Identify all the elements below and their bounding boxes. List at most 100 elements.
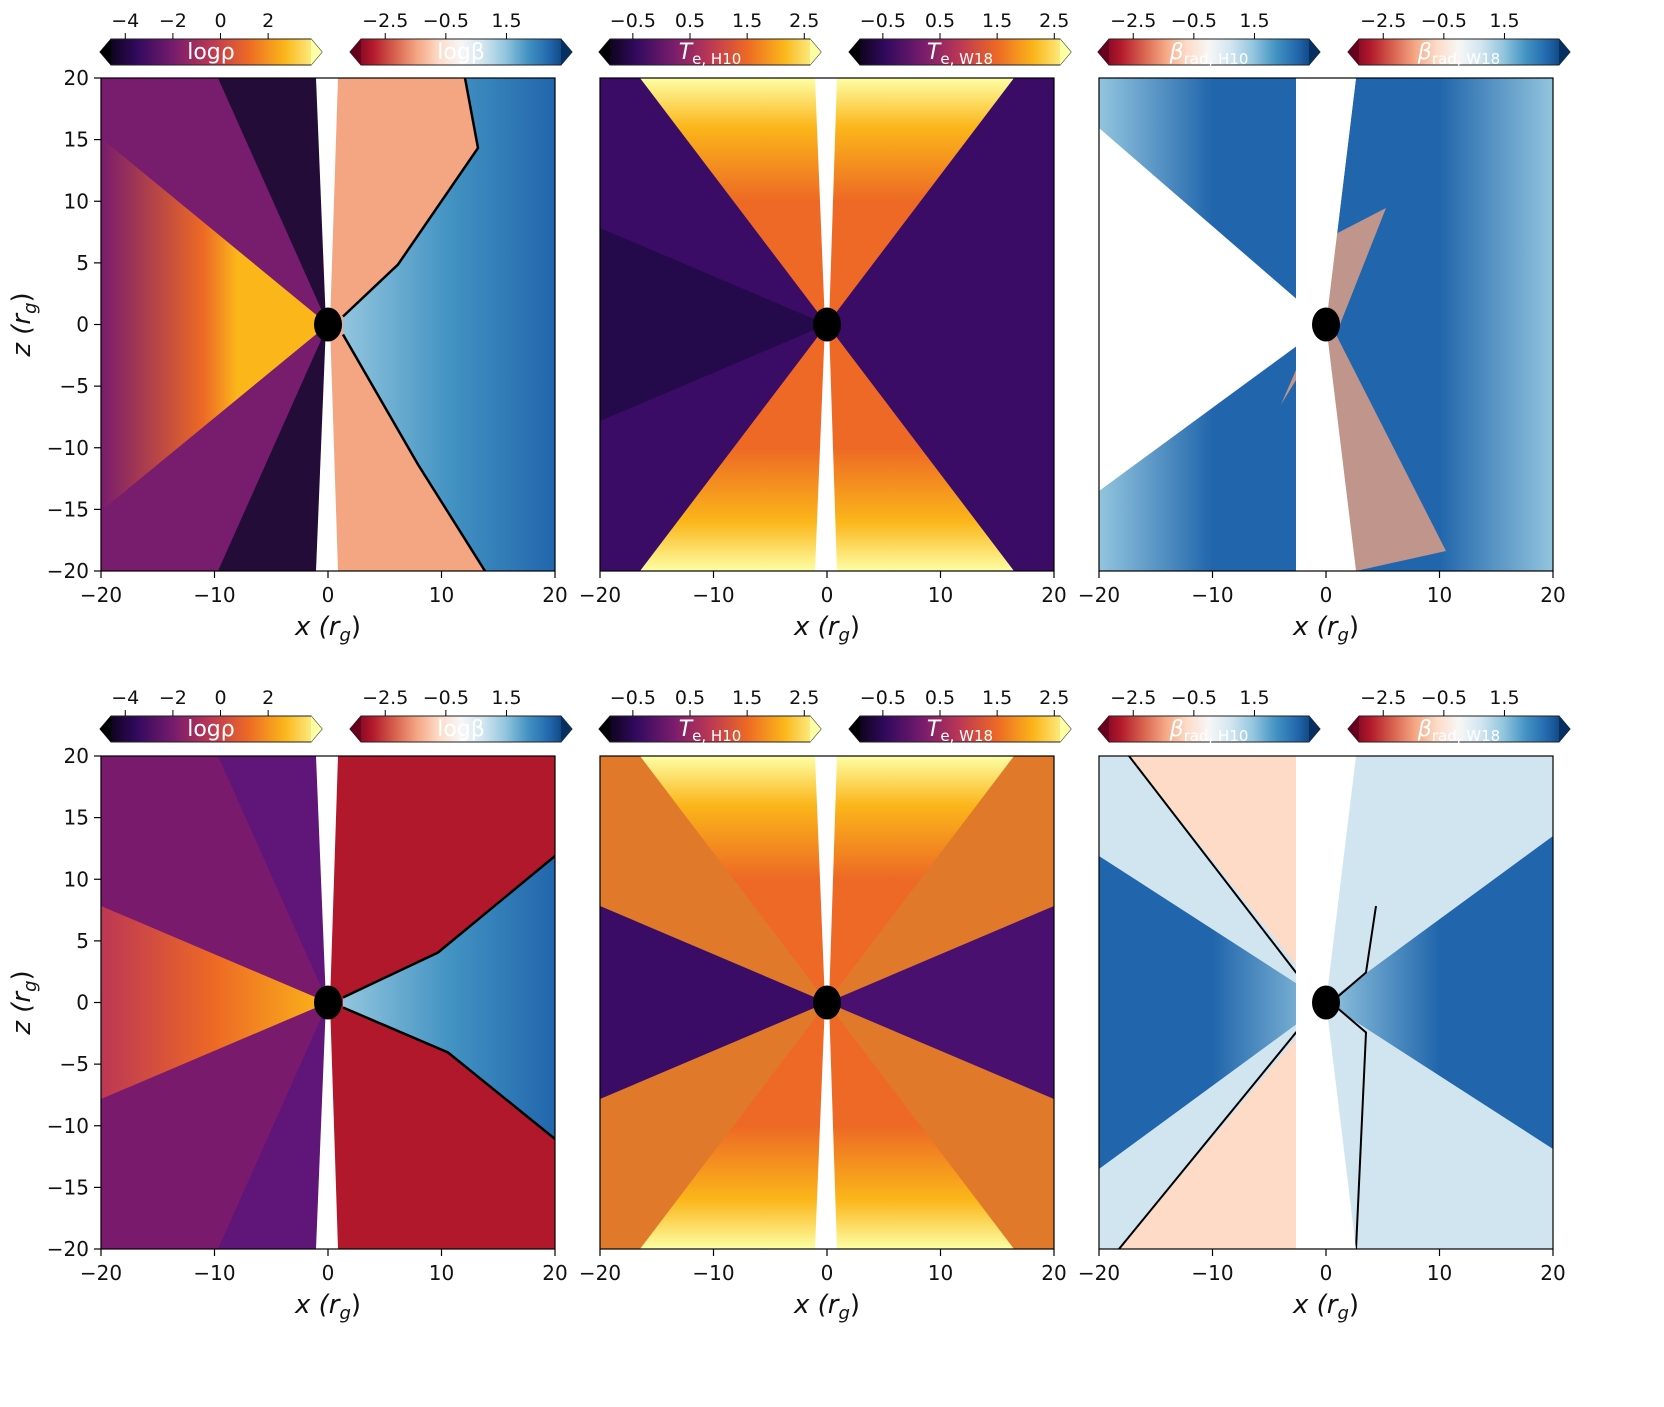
colorbar: −2.5 −0.5 1.5 βrad, H10 <box>1097 10 1321 68</box>
radbeta-upper-left <box>1099 78 1326 325</box>
colorbar-extend-max <box>311 39 322 65</box>
colorbar-label: logβ <box>437 717 485 742</box>
y-tick-label: 0 <box>76 991 89 1015</box>
colorbar-tick-label: 0.5 <box>925 687 955 709</box>
colorbar-tick-label: −2.5 <box>1110 687 1156 709</box>
colorbar-tick-label: −0.5 <box>860 687 906 709</box>
x-tick-label: −20 <box>579 583 621 607</box>
colorbar: −2.5 −0.5 1.5 logβ <box>349 10 573 66</box>
colorbar-tick-label: −2.5 <box>362 687 408 709</box>
radbeta-red-upper <box>1129 756 1326 1003</box>
y-tick-label: 0 <box>76 313 89 337</box>
colorbar-extend-min <box>1348 716 1359 742</box>
radbeta-disk-left <box>1099 856 1326 1169</box>
colorbar-tick-label: −2.5 <box>362 10 408 32</box>
black-hole <box>813 307 841 342</box>
black-hole <box>813 985 841 1020</box>
colorbar: −0.5 0.5 1.5 2.5 Te, W18 <box>848 687 1072 745</box>
black-hole <box>1312 985 1340 1020</box>
colorbar-tick-label: 0.5 <box>925 10 955 32</box>
colorbar-tick-label: −2 <box>159 687 187 709</box>
y-tick-label: 20 <box>64 66 89 90</box>
temperature-disk-left <box>600 906 827 1099</box>
y-tick-label: −5 <box>60 374 89 398</box>
y-tick-label: −10 <box>47 1114 89 1138</box>
x-tick-label: 0 <box>322 1261 335 1285</box>
colorbar-tick-label: 1.5 <box>1239 687 1269 709</box>
x-axis-label: x (rg) <box>1292 612 1359 646</box>
colorbar-extend-max <box>1309 39 1320 65</box>
y-tick-label: −15 <box>47 1175 89 1199</box>
panel-r1-c2: −20 −10 0 10 20x (rg)−0.5 0.5 1.5 2.5Te, H10−0.… <box>579 10 1072 646</box>
colorbar-extend-min <box>100 716 111 742</box>
x-tick-label: 10 <box>1427 583 1452 607</box>
colorbar: −2.5 −0.5 1.5 βrad, W18 <box>1347 10 1571 68</box>
y-tick-label: −15 <box>47 497 89 521</box>
colorbar: −4 −2 0 2 logρ <box>99 10 323 66</box>
colorbar: −2.5 −0.5 1.5 logβ <box>349 687 573 743</box>
temperature-disk-right <box>827 906 1054 1099</box>
x-tick-label: −10 <box>1191 1261 1233 1285</box>
x-tick-label: −20 <box>80 583 122 607</box>
radbeta-lower-left <box>1099 324 1326 571</box>
colorbar-tick-label: −0.5 <box>423 687 469 709</box>
x-tick-label: −20 <box>1078 583 1120 607</box>
colorbar-tick-label: 2.5 <box>789 10 819 32</box>
colorbar-tick-label: −0.5 <box>423 10 469 32</box>
x-tick-label: 20 <box>1540 1261 1565 1285</box>
y-axis-label: z (rg) <box>7 970 41 1035</box>
colorbar-tick-label: −2.5 <box>1360 10 1406 32</box>
colorbar-extend-max <box>810 39 821 65</box>
colorbar-label: βrad, W18 <box>1417 40 1500 68</box>
y-tick-label: −5 <box>60 1052 89 1076</box>
colorbar-label: Te, W18 <box>927 40 993 68</box>
y-tick-label: 15 <box>64 128 89 152</box>
x-tick-label: 0 <box>821 583 834 607</box>
x-tick-label: −10 <box>193 1261 235 1285</box>
map-image <box>101 78 555 571</box>
colorbar-label: βrad, H10 <box>1169 717 1249 745</box>
x-tick-label: −10 <box>193 583 235 607</box>
x-tick-label: −10 <box>692 583 734 607</box>
colorbar-tick-label: 2 <box>262 10 274 32</box>
colorbar-extend-min <box>599 39 610 65</box>
x-tick-label: −10 <box>692 1261 734 1285</box>
x-axis-label: x (rg) <box>294 1290 361 1324</box>
colorbar-tick-label: 1.5 <box>982 10 1012 32</box>
x-tick-label: 20 <box>1540 583 1565 607</box>
colorbar-extend-max <box>810 716 821 742</box>
x-tick-label: 10 <box>928 583 953 607</box>
colorbar-extend-min <box>350 39 361 65</box>
colorbar-tick-label: 2 <box>262 687 274 709</box>
colorbar-tick-label: 2.5 <box>1039 687 1069 709</box>
map-image <box>101 756 555 1249</box>
x-axis-label: x (rg) <box>1292 1290 1359 1324</box>
x-tick-label: 20 <box>542 1261 567 1285</box>
colorbar-label: Te, H10 <box>679 717 742 745</box>
colorbar-tick-label: 1.5 <box>491 10 521 32</box>
x-tick-label: 0 <box>1320 1261 1333 1285</box>
colorbar-tick-label: 1.5 <box>982 687 1012 709</box>
x-tick-label: 10 <box>1427 1261 1452 1285</box>
beta-disk-wedge <box>343 856 555 1139</box>
colorbar-extend-min <box>849 716 860 742</box>
map-image <box>600 78 1054 571</box>
colorbar: −4 −2 0 2 logρ <box>99 687 323 743</box>
colorbar-tick-label: −4 <box>111 10 139 32</box>
colorbar-tick-label: 1.5 <box>1489 10 1519 32</box>
colorbar-tick-label: −0.5 <box>1171 10 1217 32</box>
colorbar-label: Te, H10 <box>679 40 742 68</box>
black-hole <box>314 985 342 1020</box>
x-tick-label: 0 <box>821 1261 834 1285</box>
x-axis-label: x (rg) <box>294 612 361 646</box>
colorbar-label: βrad, W18 <box>1417 717 1500 745</box>
x-axis-label: x (rg) <box>793 612 860 646</box>
colorbar-extend-max <box>561 39 572 65</box>
colorbar-extend-max <box>1559 39 1570 65</box>
colorbar-tick-label: −0.5 <box>860 10 906 32</box>
colorbar-extend-max <box>561 716 572 742</box>
